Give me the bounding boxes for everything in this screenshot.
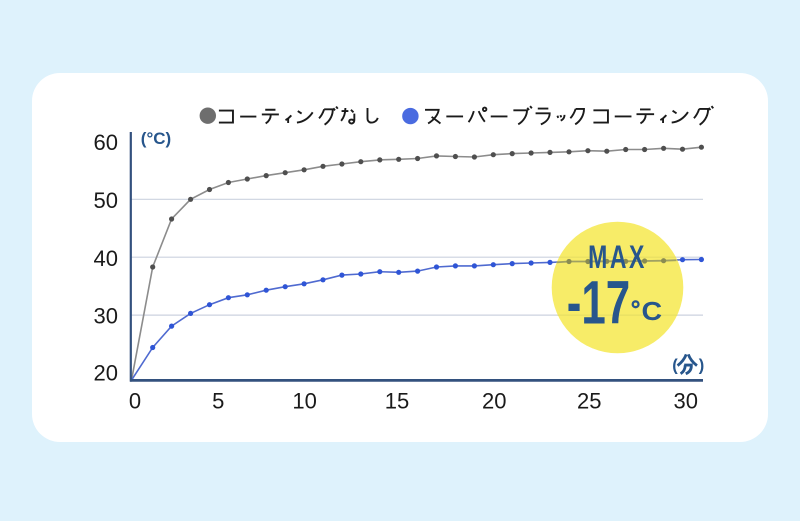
svg-text:-17: -17 — [567, 270, 630, 338]
svg-text:(°C): (°C) — [141, 129, 171, 148]
svg-text:30: 30 — [94, 304, 118, 329]
svg-text:40: 40 — [94, 246, 118, 271]
svg-text:20: 20 — [482, 389, 506, 414]
svg-text:5: 5 — [212, 389, 224, 414]
svg-text:10: 10 — [292, 389, 316, 414]
svg-text:): ) — [699, 357, 705, 375]
svg-text:25: 25 — [577, 389, 601, 414]
svg-text:30: 30 — [673, 389, 697, 414]
svg-text:15: 15 — [385, 389, 409, 414]
svg-text:MAX: MAX — [588, 239, 647, 275]
svg-text:(: ( — [672, 357, 678, 375]
svg-text:20: 20 — [94, 361, 118, 386]
svg-text:60: 60 — [94, 130, 118, 155]
svg-text:C: C — [641, 296, 662, 325]
svg-text:0: 0 — [129, 389, 141, 414]
svg-text:50: 50 — [94, 188, 118, 213]
